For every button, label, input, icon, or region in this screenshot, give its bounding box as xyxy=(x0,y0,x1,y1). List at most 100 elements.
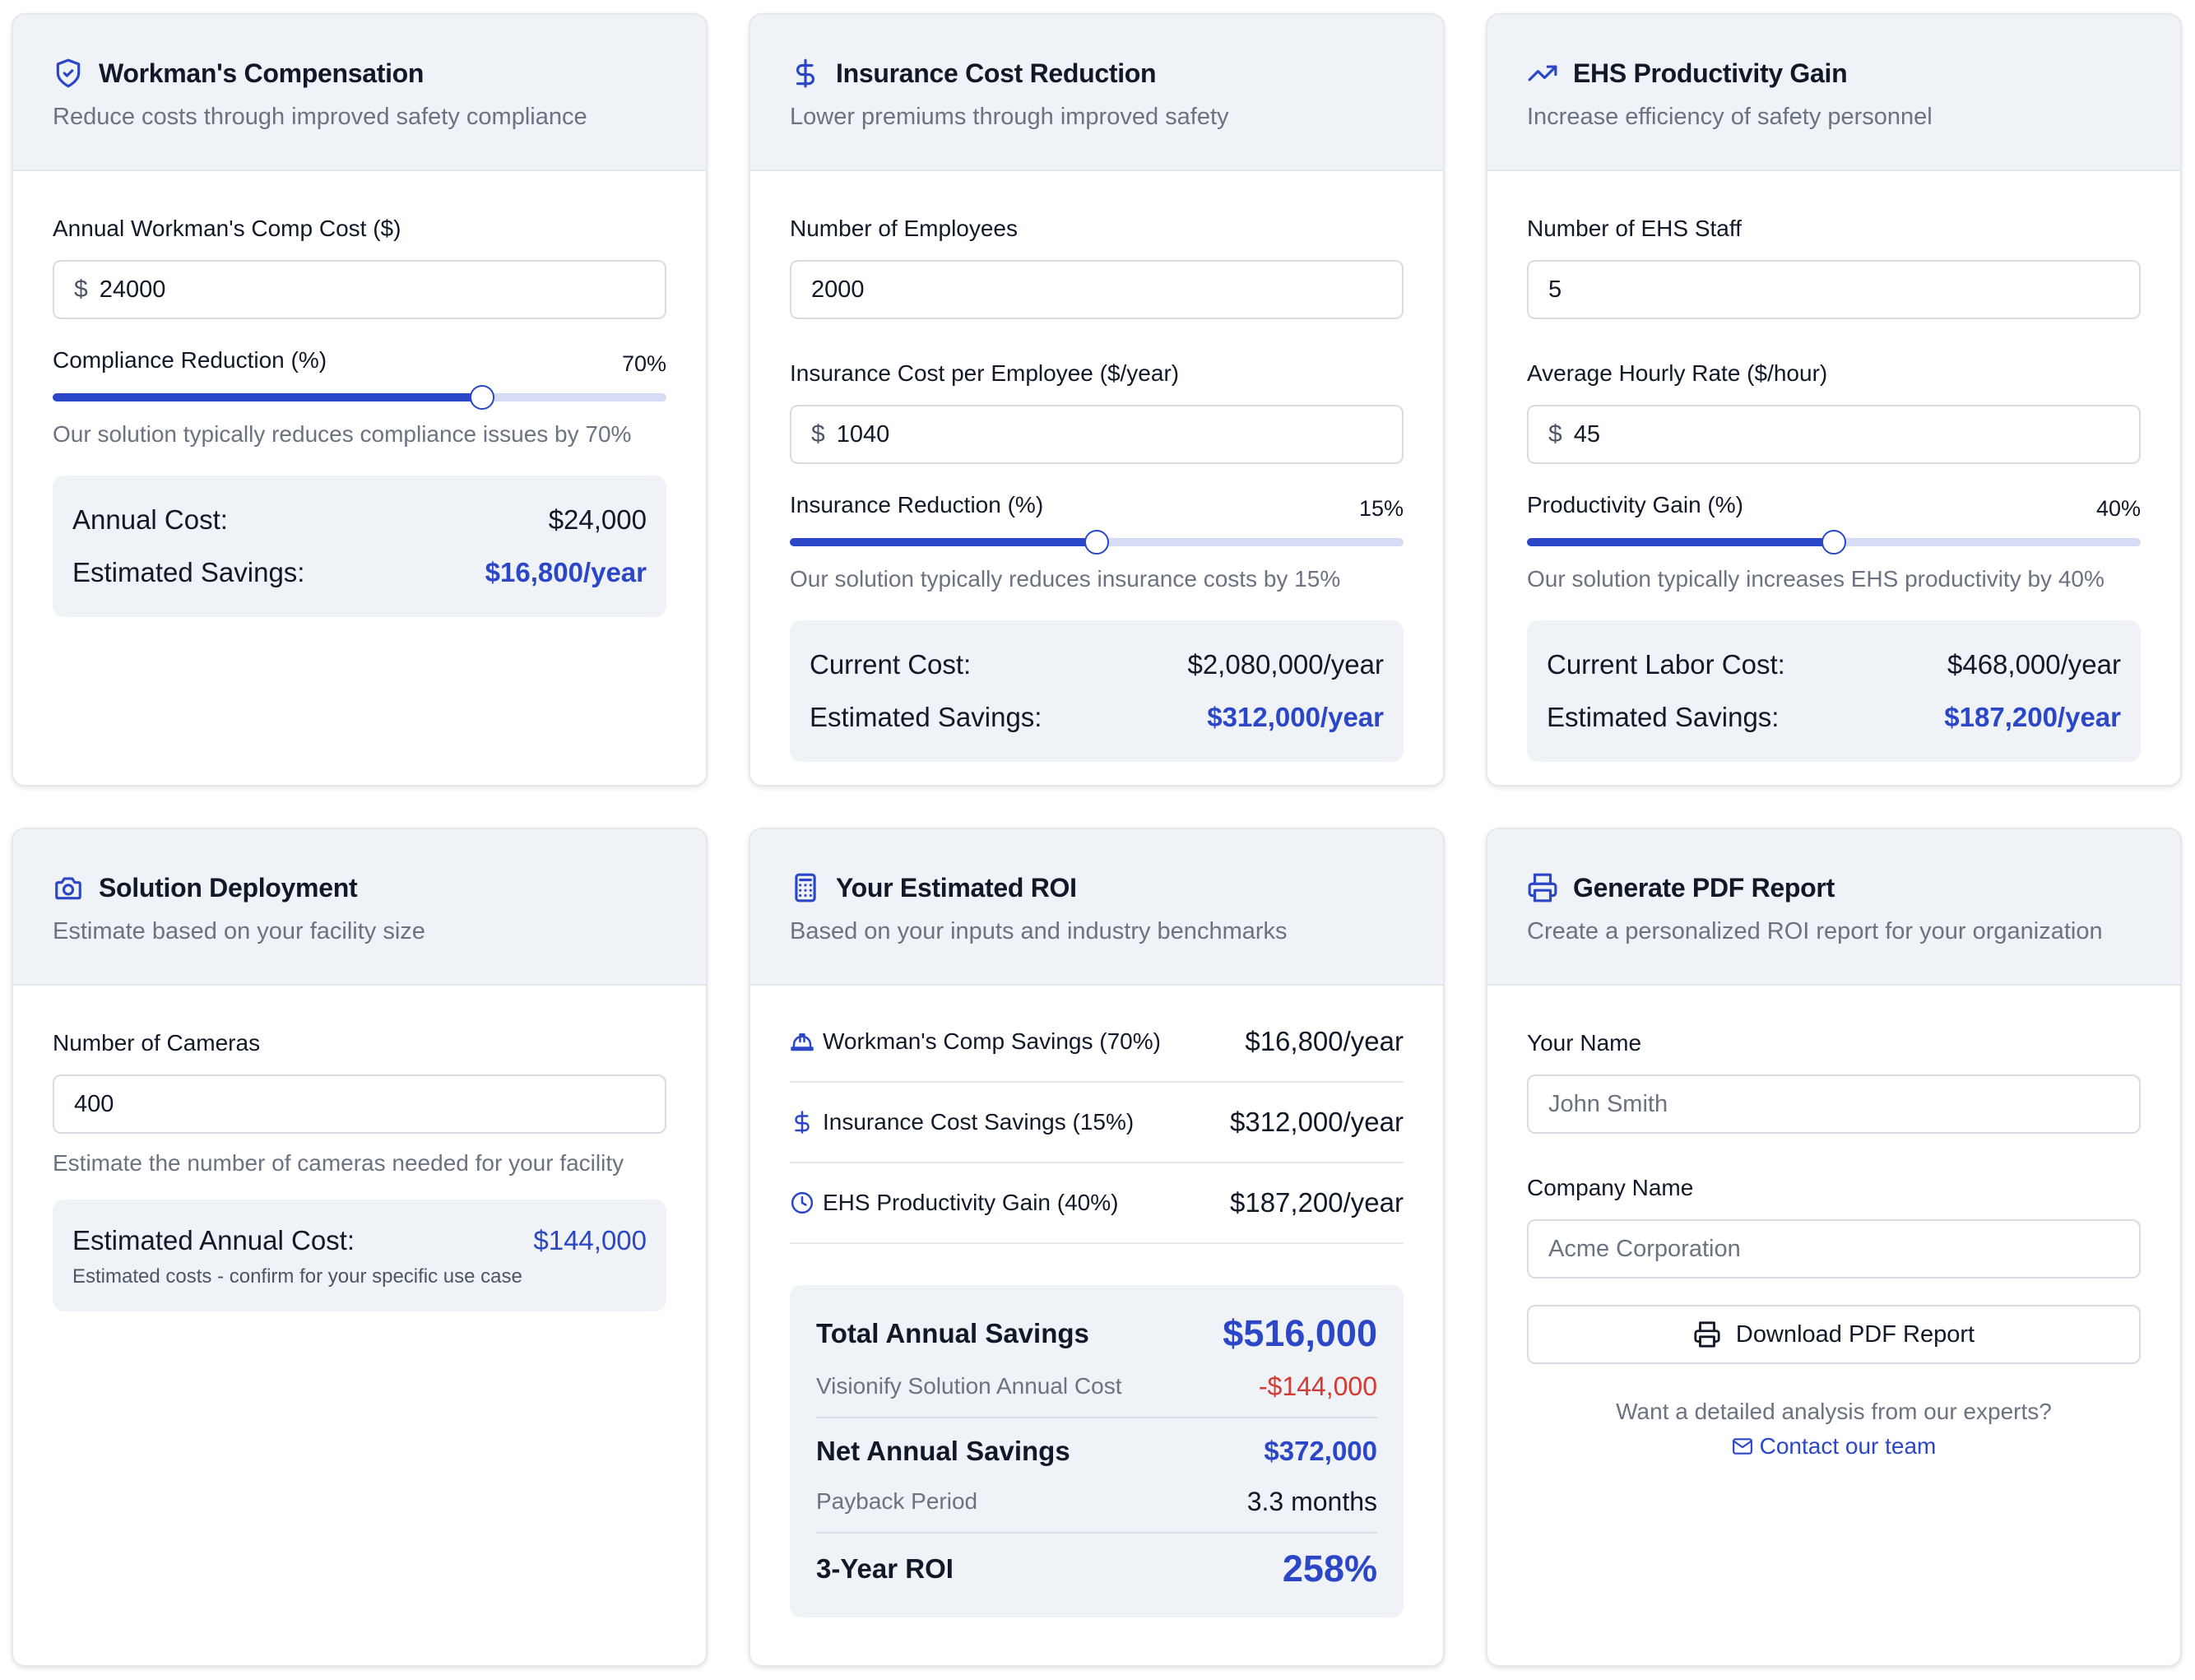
productivity-gain-label: Productivity Gain (%) xyxy=(1527,492,1743,517)
annual-cost-value: $24,000 xyxy=(548,504,647,535)
insurance-cost-label: Insurance Cost per Employee ($/year) xyxy=(790,360,1180,386)
trending-up-icon xyxy=(1528,65,1557,81)
compliance-reduction-slider[interactable] xyxy=(53,380,666,413)
roi-line-ehs: EHS Productivity Gain (40%) $187,200/yea… xyxy=(790,1163,1404,1244)
camera-icon xyxy=(55,877,81,900)
deployment-summary: Estimated Annual Cost: $144,000 Estimate… xyxy=(53,1200,666,1311)
company-name-input[interactable]: Acme Corporation xyxy=(1527,1219,2141,1279)
insurance-card: Insurance Cost Reduction Lower premiums … xyxy=(749,13,1445,787)
your-name-placeholder: John Smith xyxy=(1548,1090,1668,1117)
current-cost-value: $2,080,000/year xyxy=(1187,649,1384,680)
slider-fill xyxy=(53,393,483,401)
slider-thumb[interactable] xyxy=(470,385,495,410)
three-year-roi-value: 258% xyxy=(1282,1548,1377,1590)
slider-thumb[interactable] xyxy=(1084,530,1109,555)
hourly-rate-input[interactable]: $ 45 xyxy=(1527,405,2141,464)
total-savings-label: Total Annual Savings xyxy=(816,1318,1089,1348)
insurance-reduction-value: 15% xyxy=(1358,496,1404,521)
hard-hat-icon xyxy=(791,1033,814,1051)
slider-fill xyxy=(790,538,1097,546)
currency-prefix: $ xyxy=(811,420,825,448)
your-name-input[interactable]: John Smith xyxy=(1527,1074,2141,1134)
workmans-summary: Annual Cost: $24,000 Estimated Savings: … xyxy=(53,476,666,617)
ehs-helper-text: Our solution typically increases EHS pro… xyxy=(1527,566,2105,592)
card-header: Your Estimated ROI Based on your inputs … xyxy=(750,829,1443,986)
employees-input[interactable]: 2000 xyxy=(790,260,1404,319)
slider-thumb[interactable] xyxy=(1821,530,1846,555)
mail-icon xyxy=(1732,1438,1752,1455)
roi-card: Your Estimated ROI Based on your inputs … xyxy=(749,828,1445,1667)
card-subtitle: Estimate based on your facility size xyxy=(53,918,425,944)
card-subtitle: Increase efficiency of safety personnel xyxy=(1527,104,1933,130)
download-pdf-button[interactable]: Download PDF Report xyxy=(1527,1305,2141,1364)
estimated-annual-cost-value: $144,000 xyxy=(533,1225,647,1255)
divider xyxy=(816,1417,1377,1418)
cameras-helper-text: Estimate the number of cameras needed fo… xyxy=(53,1150,624,1176)
ehs-staff-input[interactable]: 5 xyxy=(1527,260,2141,319)
insurance-cost-value: 1040 xyxy=(836,420,890,448)
roi-totals: Total Annual Savings $516,000 Visionify … xyxy=(790,1285,1404,1617)
current-labor-cost-value: $468,000/year xyxy=(1947,649,2121,680)
currency-prefix: $ xyxy=(74,276,88,303)
payback-value: 3.3 months xyxy=(1246,1486,1377,1516)
dollar-icon xyxy=(795,1111,810,1134)
estimated-savings-value: $187,200/year xyxy=(1944,702,2121,732)
card-subtitle: Lower premiums through improved safety xyxy=(790,104,1229,130)
roi-line-workmans: Workman's Comp Savings (70%) $16,800/yea… xyxy=(790,1002,1404,1083)
insurance-summary: Current Cost: $2,080,000/year Estimated … xyxy=(790,620,1404,762)
insurance-cost-input[interactable]: $ 1040 xyxy=(790,405,1404,464)
current-cost-label: Current Cost: xyxy=(810,649,972,680)
roi-line-label: Insurance Cost Savings (15%) xyxy=(823,1109,1135,1135)
payback-label: Payback Period xyxy=(816,1488,978,1514)
comp-cost-input[interactable]: $ 24000 xyxy=(53,260,666,319)
contact-team-link[interactable]: Contact our team xyxy=(1527,1433,2141,1460)
productivity-gain-slider[interactable] xyxy=(1527,525,2141,558)
card-header: Generate PDF Report Create a personalize… xyxy=(1487,829,2180,986)
productivity-gain-value: 40% xyxy=(2095,496,2141,521)
clock-icon xyxy=(791,1191,814,1214)
card-title: Workman's Compensation xyxy=(99,58,425,88)
ehs-summary: Current Labor Cost: $468,000/year Estima… xyxy=(1527,620,2141,762)
card-subtitle: Based on your inputs and industry benchm… xyxy=(790,918,1288,944)
estimated-annual-cost-label: Estimated Annual Cost: xyxy=(72,1225,355,1255)
company-name-label: Company Name xyxy=(1527,1175,1694,1200)
ehs-card: EHS Productivity Gain Increase efficienc… xyxy=(1486,13,2182,787)
contact-team-label: Contact our team xyxy=(1759,1433,1937,1459)
compliance-reduction-label: Compliance Reduction (%) xyxy=(53,347,327,373)
card-title: Your Estimated ROI xyxy=(836,872,1077,903)
insurance-helper-text: Our solution typically reduces insurance… xyxy=(790,566,1341,592)
roi-line-value: $187,200/year xyxy=(1229,1187,1404,1218)
cameras-value: 400 xyxy=(74,1090,114,1117)
roi-line-insurance: Insurance Cost Savings (15%) $312,000/ye… xyxy=(790,1083,1404,1163)
calculator-icon xyxy=(795,873,816,903)
contact-question: Want a detailed analysis from our expert… xyxy=(1616,1399,2052,1424)
download-pdf-label: Download PDF Report xyxy=(1735,1320,1975,1348)
three-year-roi-label: 3-Year ROI xyxy=(816,1553,954,1584)
estimated-savings-label: Estimated Savings: xyxy=(72,557,305,587)
solution-cost-value: -$144,000 xyxy=(1258,1371,1377,1401)
annual-cost-label: Annual Cost: xyxy=(72,504,228,535)
card-title: Solution Deployment xyxy=(99,872,358,903)
employees-value: 2000 xyxy=(811,276,865,303)
card-subtitle: Reduce costs through improved safety com… xyxy=(53,104,587,130)
current-labor-cost-label: Current Labor Cost: xyxy=(1547,649,1785,680)
currency-prefix: $ xyxy=(1548,420,1562,448)
card-title: Insurance Cost Reduction xyxy=(836,58,1157,88)
estimated-savings-value: $16,800/year xyxy=(485,557,647,587)
card-header: EHS Productivity Gain Increase efficienc… xyxy=(1487,15,2180,171)
slider-fill xyxy=(1527,538,1834,546)
roi-line-value: $16,800/year xyxy=(1245,1026,1404,1056)
roi-line-label: EHS Productivity Gain (40%) xyxy=(823,1190,1119,1215)
pdf-report-card: Generate PDF Report Create a personalize… xyxy=(1486,828,2182,1667)
card-title: EHS Productivity Gain xyxy=(1573,58,1848,88)
card-header: Insurance Cost Reduction Lower premiums … xyxy=(750,15,1443,171)
company-name-placeholder: Acme Corporation xyxy=(1548,1235,1741,1262)
estimated-savings-value: $312,000/year xyxy=(1207,702,1384,732)
dollar-icon xyxy=(796,58,814,88)
compliance-reduction-value: 70% xyxy=(621,351,666,376)
estimated-savings-label: Estimated Savings: xyxy=(1547,702,1780,732)
workmans-comp-card: Workman's Compensation Reduce costs thro… xyxy=(12,13,708,787)
cameras-input[interactable]: 400 xyxy=(53,1074,666,1134)
insurance-reduction-slider[interactable] xyxy=(790,525,1404,558)
printer-icon xyxy=(1694,1321,1720,1348)
